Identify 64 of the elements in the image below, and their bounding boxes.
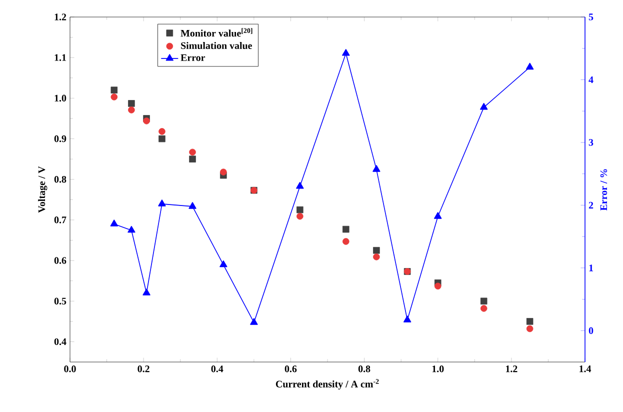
point <box>434 212 442 219</box>
point <box>342 226 350 233</box>
point <box>142 288 150 296</box>
point <box>480 305 488 312</box>
point <box>526 318 534 325</box>
point <box>220 168 227 176</box>
point <box>342 48 350 56</box>
legend-label: Error <box>180 54 206 62</box>
point <box>526 325 534 332</box>
point <box>342 238 350 245</box>
point <box>128 226 136 233</box>
point <box>526 62 534 70</box>
x-tick-label: 1.4 <box>580 366 592 372</box>
point <box>158 135 166 142</box>
point <box>110 94 118 100</box>
point <box>110 86 118 94</box>
y-tick-label: 0.5 <box>54 298 66 304</box>
point <box>480 298 488 305</box>
text: 1.0 <box>54 94 66 102</box>
x-axis-title: Current density / A cm$^{-2}$ <box>276 379 379 390</box>
point <box>189 156 196 162</box>
point <box>250 318 258 325</box>
x-tick-label: 0.4 <box>211 366 224 372</box>
x-tick-label: 0.6 <box>284 366 297 372</box>
legend-label: Monitor value$^{[20]}$ <box>180 28 252 37</box>
point <box>434 282 442 290</box>
point <box>143 118 150 124</box>
point <box>158 200 166 206</box>
x-tick-label: 0.2 <box>138 366 150 372</box>
point <box>188 202 196 209</box>
y2-tick-label: 2 <box>588 202 594 208</box>
x-tick-label: 0.8 <box>358 366 370 372</box>
y-tick-label: 0.4 <box>54 338 66 346</box>
point <box>480 102 488 110</box>
y-tick-label: 1.2 <box>54 14 66 20</box>
point <box>110 220 118 226</box>
text: 1.0 <box>432 366 444 372</box>
y2-tick-label: 5 <box>588 14 594 20</box>
text: 0.0 <box>64 366 76 372</box>
y-axis-title: Voltage / V <box>38 166 48 213</box>
point <box>128 106 135 114</box>
y-tick-label: 0.6 <box>54 257 66 264</box>
point <box>128 100 135 107</box>
y2-tick-label: 3 <box>588 139 594 146</box>
point <box>373 246 380 254</box>
point <box>403 316 412 322</box>
y2-axis-title: Error / % <box>600 169 608 211</box>
point <box>189 148 196 156</box>
y2-tick-label: 1 <box>589 264 593 272</box>
legend-label: Simulation value <box>181 42 252 50</box>
y2-tick-label: 0 <box>588 327 594 334</box>
x-tick-label: 1.2 <box>506 366 518 372</box>
point <box>296 206 304 214</box>
point <box>220 260 228 268</box>
y2-tick-label: 4 <box>588 76 594 83</box>
y-tick-label: 0.8 <box>54 176 66 183</box>
point <box>373 253 380 260</box>
point <box>158 128 166 135</box>
y-tick-label: 1.1 <box>54 54 66 61</box>
point <box>296 212 304 220</box>
point <box>372 165 380 172</box>
point <box>296 182 304 189</box>
y-tick-label: 0.9 <box>54 135 66 142</box>
y-tick-label: 0.7 <box>54 216 66 224</box>
